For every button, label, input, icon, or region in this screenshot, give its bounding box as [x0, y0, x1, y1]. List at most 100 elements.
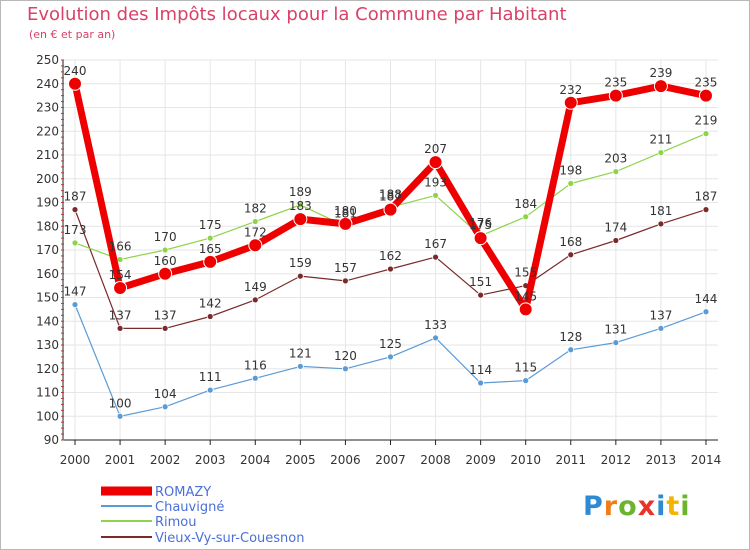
legend-label-chauvigne: Chauvigné [155, 500, 224, 515]
data-point-chauvigne [71, 301, 79, 309]
x-tick-label: 2013 [646, 453, 677, 467]
y-tick-label: 180 [36, 219, 59, 233]
data-label-rimou: 188 [379, 187, 402, 201]
data-label-chauvigne: 144 [695, 292, 718, 306]
data-label-vieux-vy-sur-couesnon: 167 [424, 237, 447, 251]
logo-letter: x [637, 491, 657, 522]
data-label-romazy: 207 [424, 142, 447, 156]
legend-label-romazy: ROMAZY [155, 485, 211, 500]
data-point-rimou [116, 256, 124, 263]
data-label-vieux-vy-sur-couesnon: 155 [514, 266, 537, 280]
data-point-romazy [653, 79, 668, 94]
data-point-chauvigne [522, 377, 530, 385]
y-tick-label: 200 [36, 172, 59, 186]
data-label-rimou: 176 [469, 216, 492, 230]
x-tick-label: 2011 [555, 453, 586, 467]
y-tick-label: 160 [36, 267, 59, 281]
data-label-romazy: 232 [559, 83, 582, 97]
chart-subtitle: (en € et par an) [29, 28, 116, 41]
data-label-chauvigne: 147 [64, 285, 87, 299]
data-point-romazy [428, 155, 443, 170]
data-point-rimou [567, 180, 575, 187]
data-label-romazy: 165 [199, 242, 222, 256]
data-label-romazy: 180 [334, 204, 357, 218]
proxiti-logo: Proxiti [583, 491, 691, 522]
data-label-chauvigne: 104 [154, 387, 177, 401]
data-label-rimou: 219 [695, 114, 718, 128]
y-tick-label: 90 [44, 433, 59, 447]
data-label-chauvigne: 111 [199, 370, 222, 384]
data-point-romazy [158, 266, 173, 281]
data-point-romazy [563, 95, 578, 110]
data-label-romazy: 183 [289, 199, 312, 213]
data-label-chauvigne: 115 [514, 361, 537, 375]
y-tick-label: 230 [36, 101, 59, 115]
data-point-chauvigne [567, 346, 575, 354]
data-point-vieux-vy-sur-couesnon [206, 313, 214, 320]
data-label-chauvigne: 133 [424, 318, 447, 332]
data-label-rimou: 182 [244, 202, 267, 216]
logo-letter: i [680, 491, 691, 522]
data-point-romazy [338, 216, 353, 231]
data-label-romazy: 239 [649, 66, 672, 80]
data-point-rimou [702, 130, 710, 138]
data-label-rimou: 170 [154, 230, 177, 244]
data-point-romazy [68, 76, 82, 91]
data-point-vieux-vy-sur-couesnon [387, 265, 394, 273]
data-label-vieux-vy-sur-couesnon: 168 [559, 235, 582, 249]
data-label-romazy: 187 [379, 190, 402, 204]
data-label-chauvigne: 116 [244, 358, 267, 372]
data-point-rimou [296, 201, 304, 209]
data-point-vieux-vy-sur-couesnon [612, 237, 620, 244]
legend-label-rimou: Rimou [155, 515, 197, 530]
x-tick-label: 2007 [375, 453, 406, 467]
data-label-rimou: 166 [109, 240, 132, 254]
data-label-vieux-vy-sur-couesnon: 187 [695, 190, 718, 204]
data-label-vieux-vy-sur-couesnon: 181 [649, 204, 672, 218]
x-tick-label: 2008 [420, 453, 451, 467]
x-tick-label: 2000 [60, 453, 91, 467]
data-label-romazy: 160 [154, 254, 177, 268]
y-tick-label: 190 [36, 196, 59, 210]
data-point-vieux-vy-sur-couesnon [296, 272, 304, 280]
data-label-rimou: 203 [604, 152, 627, 166]
data-label-romazy: 172 [244, 225, 267, 239]
data-point-rimou [612, 168, 620, 176]
data-label-vieux-vy-sur-couesnon: 137 [154, 308, 177, 322]
logo-letter: r [603, 491, 619, 522]
data-label-vieux-vy-sur-couesnon: 174 [604, 221, 627, 235]
data-label-vieux-vy-sur-couesnon: 162 [379, 249, 402, 263]
data-label-romazy: 235 [604, 76, 627, 90]
data-label-rimou: 175 [199, 218, 222, 232]
data-point-romazy [518, 302, 533, 317]
data-point-romazy [113, 281, 128, 295]
data-label-chauvigne: 121 [289, 346, 312, 360]
data-point-rimou [432, 191, 439, 199]
data-label-chauvigne: 114 [469, 363, 492, 377]
x-tick-label: 2006 [330, 453, 361, 467]
data-point-romazy [383, 202, 398, 217]
x-tick-label: 2009 [465, 453, 496, 467]
x-tick-label: 2002 [150, 453, 181, 467]
data-label-romazy: 235 [695, 76, 718, 90]
data-point-chauvigne [702, 308, 710, 316]
chart-title: Evolution des Impôts locaux pour la Comm… [27, 4, 567, 25]
y-tick-label: 110 [36, 386, 59, 400]
data-label-vieux-vy-sur-couesnon: 159 [289, 256, 312, 270]
x-tick-label: 2005 [285, 453, 316, 467]
data-label-rimou: 189 [289, 185, 312, 199]
data-point-rimou [657, 149, 665, 157]
data-label-vieux-vy-sur-couesnon: 151 [469, 275, 492, 289]
data-label-rimou: 181 [334, 206, 357, 220]
data-point-vieux-vy-sur-couesnon [477, 291, 485, 299]
data-label-chauvigne: 131 [604, 323, 627, 337]
logo-letter: i [656, 491, 667, 522]
data-point-chauvigne [342, 365, 349, 373]
data-label-vieux-vy-sur-couesnon: 137 [109, 308, 132, 322]
y-tick-label: 240 [36, 77, 59, 91]
data-point-chauvigne [206, 386, 214, 394]
data-label-romazy: 154 [109, 268, 132, 282]
logo-letter: o [618, 491, 638, 522]
y-tick-label: 130 [36, 338, 59, 352]
